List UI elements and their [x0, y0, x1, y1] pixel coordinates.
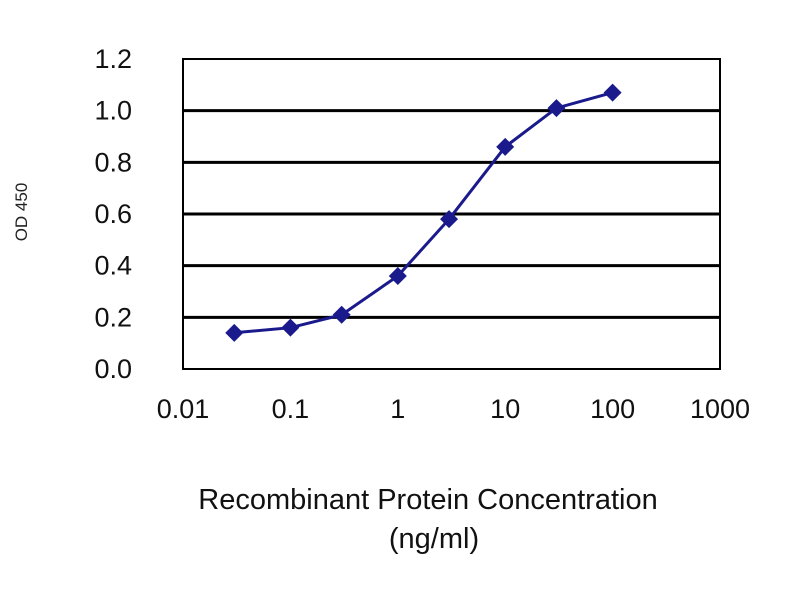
data-point-marker: [440, 210, 459, 229]
x-axis-tick-labels: 0.01 0.1 1 10 100 1000: [157, 394, 750, 424]
x-tick-label: 10: [490, 394, 520, 424]
y-tick-label: 1.0: [94, 96, 132, 126]
y-tick-label: 0.4: [94, 251, 132, 281]
y-axis-tick-labels: 0.0 0.2 0.4 0.6 0.8 1.0 1.2: [94, 44, 132, 384]
y-tick-label: 0.8: [94, 147, 132, 177]
y-axis-label: OD 450: [12, 183, 31, 242]
data-point-marker: [332, 305, 351, 324]
y-tick-label: 0.2: [94, 302, 132, 332]
x-tick-label: 100: [590, 394, 635, 424]
data-point-marker: [603, 83, 622, 102]
data-point-marker: [496, 137, 515, 156]
x-axis-unit: (ng/ml): [389, 523, 479, 555]
x-axis-label: Recombinant Protein Concentration: [198, 484, 657, 516]
series-line: [234, 91, 613, 335]
y-tick-label: 1.2: [94, 44, 132, 74]
data-point-marker: [281, 318, 300, 337]
data-points: [225, 83, 622, 342]
x-tick-label: 0.1: [272, 394, 310, 424]
y-tick-label: 0.0: [94, 354, 132, 384]
x-tick-label: 1: [390, 394, 405, 424]
x-tick-label: 1000: [690, 394, 750, 424]
data-point-marker: [388, 267, 407, 285]
gridlines: [183, 109, 720, 319]
data-point-marker: [547, 99, 566, 118]
x-tick-label: 0.01: [157, 394, 210, 424]
y-tick-label: 0.6: [94, 199, 132, 229]
data-point-marker: [225, 323, 244, 342]
